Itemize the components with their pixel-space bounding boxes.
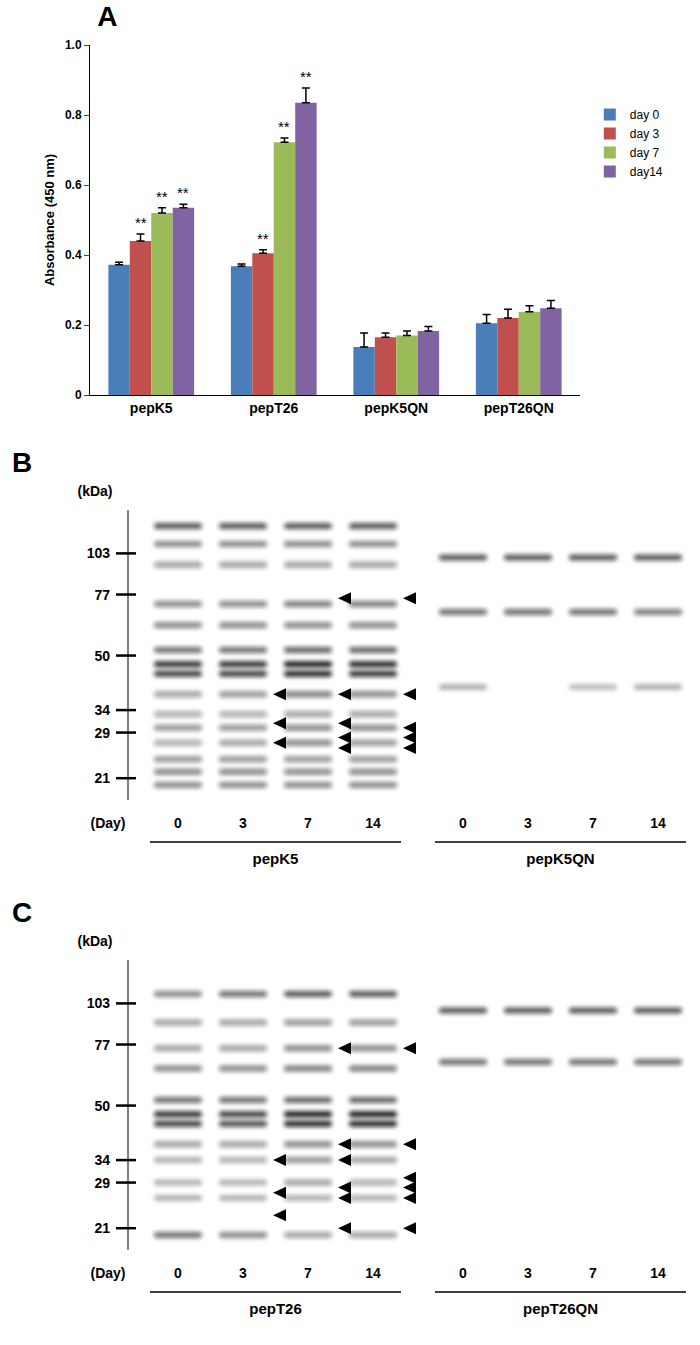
svg-text:**: ** — [156, 188, 168, 205]
svg-text:**: ** — [177, 184, 189, 201]
svg-text:34: 34 — [94, 702, 110, 718]
svg-text:pepK5QN: pepK5QN — [364, 400, 428, 416]
svg-text:pepK5: pepK5 — [130, 400, 173, 416]
svg-text:(Day): (Day) — [90, 1265, 125, 1281]
svg-text:0: 0 — [459, 1265, 467, 1281]
svg-text:pepK5: pepK5 — [253, 850, 299, 867]
svg-text:3: 3 — [239, 1265, 247, 1281]
svg-text:34: 34 — [94, 1152, 110, 1168]
svg-text:7: 7 — [304, 1265, 312, 1281]
svg-text:day 7: day 7 — [630, 146, 660, 160]
svg-text:0: 0 — [174, 815, 182, 831]
svg-text:Absorbance (450 nm): Absorbance (450 nm) — [42, 154, 57, 286]
svg-text:**: ** — [135, 214, 147, 231]
svg-text:103: 103 — [87, 995, 111, 1011]
svg-text:0.2: 0.2 — [65, 318, 82, 332]
svg-text:21: 21 — [94, 770, 110, 786]
svg-text:3: 3 — [524, 1265, 532, 1281]
svg-text:1.0: 1.0 — [65, 38, 82, 52]
svg-text:50: 50 — [94, 1098, 110, 1114]
svg-text:C: C — [12, 897, 32, 928]
svg-text:day 0: day 0 — [630, 108, 660, 122]
svg-text:14: 14 — [365, 1265, 381, 1281]
svg-text:pepT26: pepT26 — [249, 400, 298, 416]
svg-text:77: 77 — [94, 1037, 110, 1053]
svg-text:**: ** — [257, 230, 269, 247]
svg-text:A: A — [97, 1, 117, 32]
svg-text:0.8: 0.8 — [65, 108, 82, 122]
svg-text:pepT26QN: pepT26QN — [484, 400, 554, 416]
svg-text:14: 14 — [650, 815, 666, 831]
svg-text:(Day): (Day) — [90, 815, 125, 831]
svg-text:day14: day14 — [630, 165, 663, 179]
svg-text:(kDa): (kDa) — [77, 933, 112, 949]
svg-text:21: 21 — [94, 1220, 110, 1236]
svg-text:pepT26QN: pepT26QN — [523, 1300, 598, 1317]
svg-text:B: B — [12, 447, 32, 478]
svg-text:77: 77 — [94, 587, 110, 603]
svg-text:3: 3 — [524, 815, 532, 831]
svg-text:**: ** — [300, 68, 312, 85]
svg-text:0.6: 0.6 — [65, 178, 82, 192]
svg-text:103: 103 — [87, 545, 111, 561]
svg-text:**: ** — [278, 118, 290, 135]
svg-text:50: 50 — [94, 648, 110, 664]
svg-text:(kDa): (kDa) — [77, 483, 112, 499]
svg-text:pepT26: pepT26 — [249, 1300, 302, 1317]
svg-text:7: 7 — [589, 1265, 597, 1281]
svg-text:7: 7 — [589, 815, 597, 831]
svg-text:14: 14 — [650, 1265, 666, 1281]
svg-text:0: 0 — [75, 388, 82, 402]
svg-text:3: 3 — [239, 815, 247, 831]
svg-text:29: 29 — [94, 725, 110, 741]
svg-text:14: 14 — [365, 815, 381, 831]
svg-text:29: 29 — [94, 1175, 110, 1191]
svg-text:pepK5QN: pepK5QN — [526, 850, 594, 867]
svg-text:0.4: 0.4 — [65, 248, 82, 262]
svg-text:0: 0 — [174, 1265, 182, 1281]
svg-text:day 3: day 3 — [630, 127, 660, 141]
svg-text:0: 0 — [459, 815, 467, 831]
svg-text:7: 7 — [304, 815, 312, 831]
